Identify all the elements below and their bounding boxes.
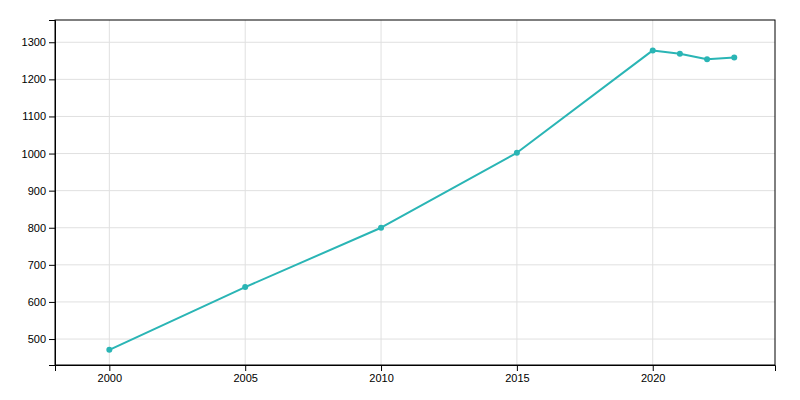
grid-line [55,339,775,340]
tick-mark [49,339,55,340]
tick-label: 600 [28,296,46,308]
tick-mark [653,365,654,371]
tick-mark [49,191,55,192]
tick-mark [245,365,246,371]
tick: 900 [28,185,55,197]
tick-mark [49,302,55,303]
grid-line [55,227,775,228]
tick-mark [49,79,55,80]
point [650,47,656,53]
point [731,54,737,60]
tick-label: 1300 [22,36,46,48]
tick-label: 900 [28,185,46,197]
tick-mark [109,365,110,371]
point [106,347,112,353]
tick-mark [49,154,55,155]
grid-line [652,20,653,365]
point [242,284,248,290]
tick: 2020 [641,365,665,384]
grid-line [109,20,110,365]
chart: 2000 2005 2010 2015 2020 500 600 700 800 900 1000 1… [0,0,800,400]
tick: 2000 [98,365,122,384]
tick-mark [49,228,55,229]
tick: 2005 [233,365,257,384]
grid [55,20,775,365]
y-axis: 500 600 700 800 900 1000 1100 1200 1300 [22,21,56,366]
tick-label: 1000 [22,148,46,160]
point [378,225,384,231]
tick-label: 1100 [22,110,46,122]
tick: 1100 [22,110,55,122]
grid-line [55,116,775,117]
plot-frame [55,20,775,365]
grid-line [55,301,775,302]
tick-label: 800 [28,222,46,234]
tick: 1000 [22,148,55,160]
tick-label: 2005 [233,372,257,384]
x-axis: 2000 2005 2010 2015 2020 [56,365,776,384]
tick-label: 2010 [369,372,393,384]
point [677,51,683,57]
tick: 2015 [505,365,529,384]
tick: 1200 [22,73,55,85]
grid-line [55,79,775,80]
line [109,50,734,349]
series [106,47,737,352]
grid-line [516,20,517,365]
point [704,56,710,62]
tick: 1300 [22,36,55,48]
point [514,150,520,156]
tick-mark [517,365,518,371]
grid-line [245,20,246,365]
tick: 700 [28,259,55,271]
tick-label: 2000 [98,372,122,384]
tick-label: 2015 [505,372,529,384]
tick-mark [49,42,55,43]
tick-mark [381,365,382,371]
grid-line [55,264,775,265]
grid-line [55,42,775,43]
grid-line [381,20,382,365]
tick: 2010 [369,365,393,384]
grid-line [55,153,775,154]
tick-label: 500 [28,333,46,345]
tick-mark [49,265,55,266]
plot-area: 2000 2005 2010 2015 2020 500 600 700 800 900 1000 1… [22,20,776,384]
tick-label: 1200 [22,73,46,85]
tick: 600 [28,296,55,308]
axis-line [56,366,776,372]
tick: 800 [28,222,55,234]
tick: 500 [28,333,55,345]
tick-label: 2020 [641,372,665,384]
grid-line [55,190,775,191]
tick-label: 700 [28,259,46,271]
tick-mark [49,116,55,117]
